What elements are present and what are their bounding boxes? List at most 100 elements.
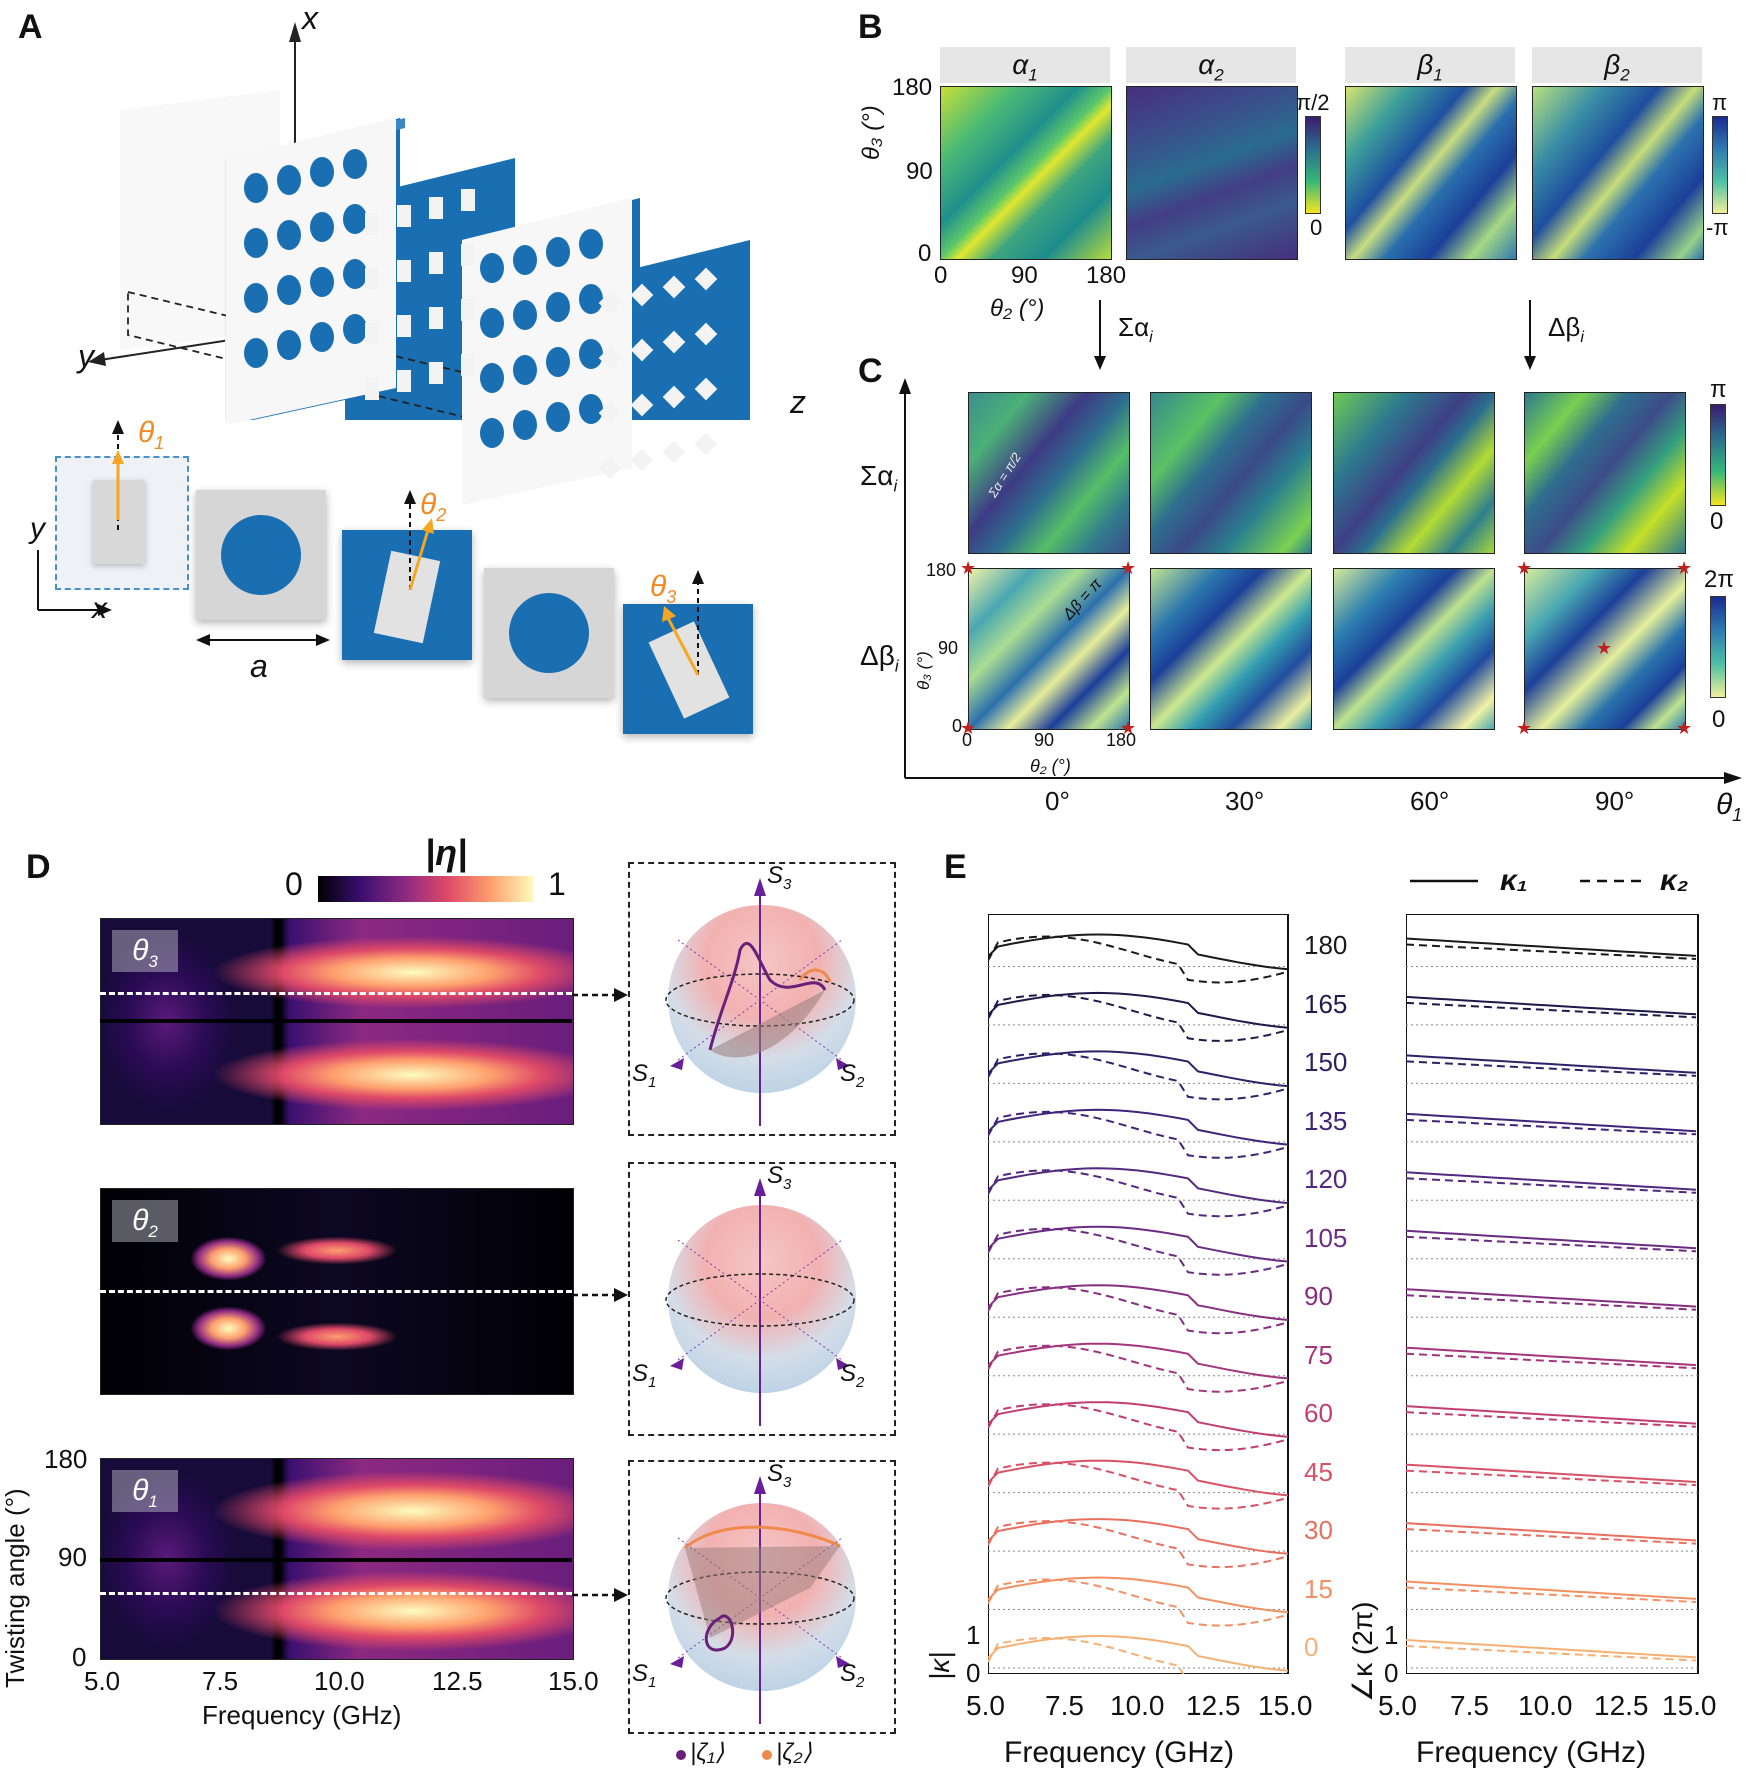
b-ytick-180: 180	[892, 74, 933, 101]
angle-label: 135	[1304, 1105, 1348, 1136]
legend-kappa-lines	[1410, 879, 1648, 883]
angle-label: 105	[1304, 1222, 1348, 1253]
theta3-arrow	[662, 570, 704, 676]
sphere-box-1	[628, 862, 896, 1136]
b-xtick-90: 90	[1011, 262, 1038, 289]
s3-label-2: S3	[767, 1162, 792, 1193]
poincare-sphere-2	[668, 1205, 856, 1393]
kappa2-phase-trace	[1406, 1469, 1697, 1487]
b-ylabel: θ₃ (°)	[858, 105, 885, 160]
kappa2-phase-trace	[1406, 1118, 1697, 1136]
d-xlabel: Frequency (GHz)	[202, 1700, 402, 1730]
sphere-axes-1	[665, 878, 855, 1126]
d-ytick-90: 90	[58, 1542, 87, 1572]
angle-label: 165	[1304, 988, 1348, 1019]
kappa2-phase-trace	[1406, 1060, 1697, 1077]
arrow-diff-beta-label: Δβi	[1548, 312, 1584, 347]
axis-y-label: y	[78, 338, 94, 374]
arrow-sum-alpha-label: Σαi	[1118, 312, 1153, 347]
cbar-sum-bottom: 0	[1710, 508, 1724, 535]
c-axis-theta1: θ1	[1716, 788, 1743, 825]
map-sum-90	[1524, 392, 1686, 554]
kappa2-magnitude-trace	[988, 1227, 1289, 1276]
cell-axes	[37, 550, 112, 616]
star-marker: ★	[1120, 718, 1137, 738]
e-left-xtick-3: 12.5	[1186, 1690, 1241, 1721]
kappa2-phase-trace	[1406, 1294, 1697, 1311]
c-ytick-0: 0	[952, 716, 963, 736]
arrow-sum-alpha	[1094, 300, 1106, 370]
kappa1-phase-trace	[1406, 1405, 1697, 1425]
eta-map-theta3-divider	[100, 1019, 572, 1023]
d-xtick-3: 12.5	[432, 1666, 483, 1696]
kappa1-magnitude-trace	[988, 1225, 1289, 1263]
e-left-xtick-4: 15.0	[1258, 1690, 1313, 1721]
cbar-sum	[1710, 404, 1726, 506]
cbar-alpha	[1305, 116, 1321, 214]
kappa1-magnitude-trace	[988, 1518, 1289, 1555]
kappa1-phase-trace	[1406, 995, 1697, 1016]
kappa1-phase-trace	[1406, 937, 1697, 957]
angle-label: 75	[1304, 1339, 1333, 1370]
eta-map-theta1-divider	[100, 1558, 572, 1562]
cell-axis-y: y	[30, 512, 45, 545]
e-right-xtick-2: 10.0	[1518, 1690, 1573, 1721]
kappa1-phase-trace	[1406, 1346, 1697, 1367]
s1-label-1: S1	[632, 1060, 657, 1091]
kappa2-magnitude-trace	[988, 1110, 1289, 1159]
e-right-xtick-4: 15.0	[1662, 1690, 1717, 1721]
theta1-label: θ1	[138, 416, 165, 453]
angle-label: 180	[1304, 930, 1348, 961]
map-alpha2	[1126, 86, 1298, 260]
col-label-60: 60°	[1410, 786, 1450, 816]
map-diff-60	[1333, 568, 1495, 730]
kappa2-magnitude-trace	[988, 1169, 1289, 1218]
map-beta1	[1345, 86, 1517, 260]
c-axes	[899, 378, 1742, 784]
kappa2-phase-trace	[1406, 1235, 1697, 1253]
kappa2-magnitude-trace	[988, 1578, 1289, 1627]
map-diff-90	[1524, 568, 1686, 730]
s3-label-1: S3	[767, 862, 792, 893]
c-xtick-180: 180	[1106, 730, 1137, 750]
legend-kappa2: κ₂	[1660, 864, 1689, 897]
kappa-magnitude-plot	[988, 914, 1289, 1674]
b-xtick-180: 180	[1086, 262, 1127, 289]
angle-label: 15	[1304, 1573, 1333, 1604]
e-left-ytick-1: 1	[966, 1620, 981, 1650]
panel-label-d: D	[26, 848, 51, 886]
angle-label: 150	[1304, 1047, 1348, 1078]
cbar-alpha-top: π/2	[1296, 90, 1330, 115]
b-xlabel: θ₂ (°)	[990, 295, 1045, 322]
map-diff-30	[1150, 568, 1312, 730]
kappa1-magnitude-trace	[988, 991, 1289, 1029]
angle-label: 0	[1304, 1632, 1319, 1662]
kappa2-phase-trace	[1406, 1528, 1697, 1545]
eta-map-theta2-cut	[100, 1290, 572, 1293]
b-xtick-0: 0	[934, 262, 948, 289]
eta-map-theta1-label: θ1	[112, 1470, 178, 1512]
legend-zeta2-label: |ζ₂⟩	[776, 1739, 812, 1766]
c-row2-label: Δβi	[860, 640, 899, 676]
arrow-to-sphere-2	[572, 1288, 628, 1302]
star-marker: ★	[1676, 718, 1693, 738]
kappa1-magnitude-trace	[988, 1284, 1289, 1321]
kappa2-magnitude-trace	[988, 1636, 1289, 1674]
unit-cell-2-hole	[221, 515, 301, 595]
col-label-0: 0°	[1045, 786, 1070, 816]
plot-frame	[1406, 914, 1699, 1674]
b-ytick-0: 0	[918, 240, 932, 267]
s1-label-3: S1	[632, 1660, 657, 1691]
map-sum-60	[1333, 392, 1495, 554]
c-xlabel: θ₂ (°)	[1030, 756, 1071, 776]
cbar-beta	[1712, 116, 1728, 214]
angle-label: 90	[1304, 1281, 1333, 1312]
arrow-to-sphere-3	[572, 1588, 628, 1602]
lattice-arrow	[196, 634, 330, 646]
d-xtick-1: 7.5	[202, 1666, 239, 1696]
c-ytick-180: 180	[926, 560, 957, 580]
e-left-xtick-0: 5.0	[966, 1690, 1005, 1721]
legend-zeta2-dot	[762, 1750, 772, 1760]
b-ytick-90: 90	[906, 158, 933, 185]
kappa1-phase-trace	[1406, 1463, 1697, 1483]
